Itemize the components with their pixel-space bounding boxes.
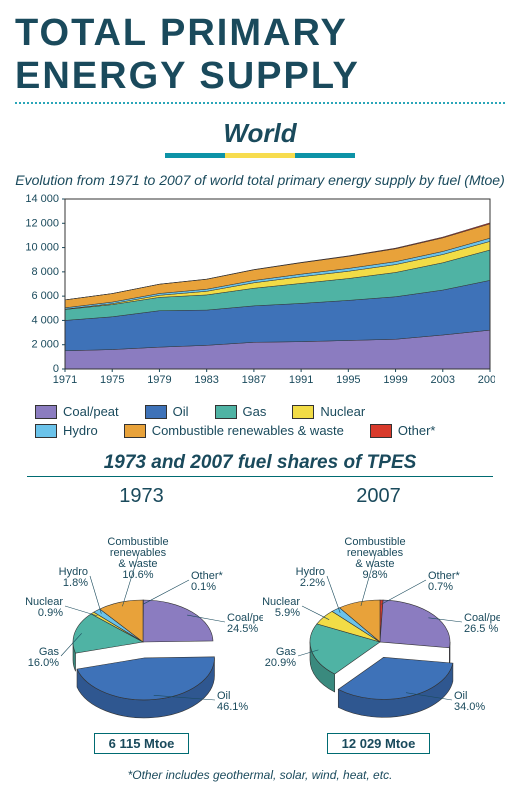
svg-text:34.0%: 34.0% [454,701,485,713]
svg-text:1999: 1999 [383,374,407,386]
page-title: TOTAL PRIMARY ENERGY SUPPLY [15,12,505,98]
pie-total-2007: 12 029 Mtoe [327,733,431,754]
svg-text:1995: 1995 [336,374,360,386]
svg-text:2007: 2007 [478,374,495,386]
pie-2007: 2007 Other*0.7%Coal/peat26.5 %Oil34.0%Ga… [260,485,497,754]
svg-text:5.9%: 5.9% [275,607,300,619]
svg-text:10 000: 10 000 [25,242,59,254]
svg-text:2003: 2003 [431,374,455,386]
svg-text:0.7%: 0.7% [428,581,453,593]
pie-year-1973: 1973 [23,485,260,508]
subtitle: World [15,118,505,149]
svg-text:26.5 %: 26.5 % [464,623,498,635]
svg-text:1983: 1983 [194,374,218,386]
subtitle-underline [15,153,505,158]
svg-text:1975: 1975 [100,374,124,386]
svg-text:0.9%: 0.9% [38,607,63,619]
svg-text:1971: 1971 [53,374,77,386]
pie-1973: 1973 Other*0.1%Coal/peat24.5%Oil46.1%Gas… [23,485,260,754]
area-chart-legend: Coal/peatOilGasNuclear HydroCombustible … [35,404,495,438]
area-chart: 02 0004 0006 0008 00010 00012 00014 0001… [25,194,495,394]
area-chart-caption: Evolution from 1971 to 2007 of world tot… [15,172,505,188]
svg-text:1987: 1987 [242,374,266,386]
pie-year-2007: 2007 [260,485,497,508]
pies-section-title: 1973 and 2007 fuel shares of TPES [15,452,505,474]
svg-text:20.9%: 20.9% [265,657,296,669]
pie-total-1973: 6 115 Mtoe [94,733,190,754]
footnote: *Other includes geothermal, solar, wind,… [15,768,505,782]
svg-text:2 000: 2 000 [31,339,59,351]
svg-text:4 000: 4 000 [31,314,59,326]
svg-text:9.8%: 9.8% [362,569,387,581]
pies-row: 1973 Other*0.1%Coal/peat24.5%Oil46.1%Gas… [23,485,497,754]
svg-text:1979: 1979 [147,374,171,386]
svg-text:14 000: 14 000 [25,194,59,205]
svg-text:6 000: 6 000 [31,290,59,302]
svg-text:1.8%: 1.8% [63,577,88,589]
solid-divider [27,476,493,477]
svg-text:1991: 1991 [289,374,313,386]
svg-text:2.2%: 2.2% [300,577,325,589]
svg-text:16.0%: 16.0% [28,657,59,669]
svg-text:46.1%: 46.1% [217,701,248,713]
svg-text:10.6%: 10.6% [122,569,153,581]
svg-text:24.5%: 24.5% [227,623,258,635]
dotted-divider [15,102,505,104]
svg-text:0.1%: 0.1% [191,581,216,593]
svg-text:12 000: 12 000 [25,217,59,229]
svg-text:8 000: 8 000 [31,266,59,278]
